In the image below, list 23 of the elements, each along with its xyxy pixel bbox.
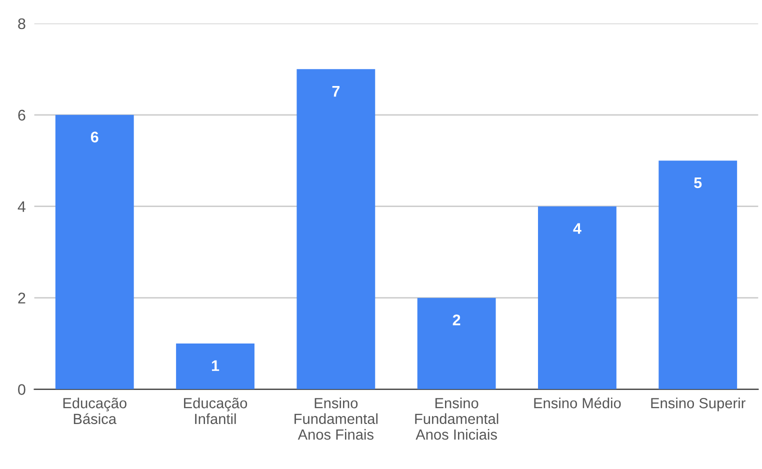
y-tick-label: 6 (18, 110, 26, 121)
bar (55, 114, 134, 390)
x-tick-label: Educação Básica (63, 398, 126, 424)
x-tick-label: Educação Infantil (184, 398, 248, 424)
data-label: 7 (332, 86, 340, 97)
x-tick-label: Ensino Médio (534, 397, 621, 408)
x-tick-label: Ensino Fundamental Anos Iniciais (415, 398, 498, 440)
bar (417, 298, 496, 390)
data-label: 4 (573, 223, 582, 234)
bar (296, 69, 376, 390)
x-tick-label: Ensino Fundamental Anos Finais (294, 398, 378, 440)
y-tick-label: 8 (18, 18, 26, 30)
bar (658, 160, 738, 390)
y-tick-label: 2 (18, 292, 26, 304)
data-label: 2 (452, 314, 460, 326)
y-tick-label: 4 (18, 201, 26, 212)
y-tick-label: 0 (18, 384, 26, 395)
bar (176, 344, 254, 390)
data-label: 5 (694, 178, 702, 188)
data-label: 6 (90, 132, 98, 142)
data-label: 1 (212, 360, 220, 371)
x-tick-label: Ensino Superir (651, 398, 746, 412)
bar (538, 206, 616, 390)
